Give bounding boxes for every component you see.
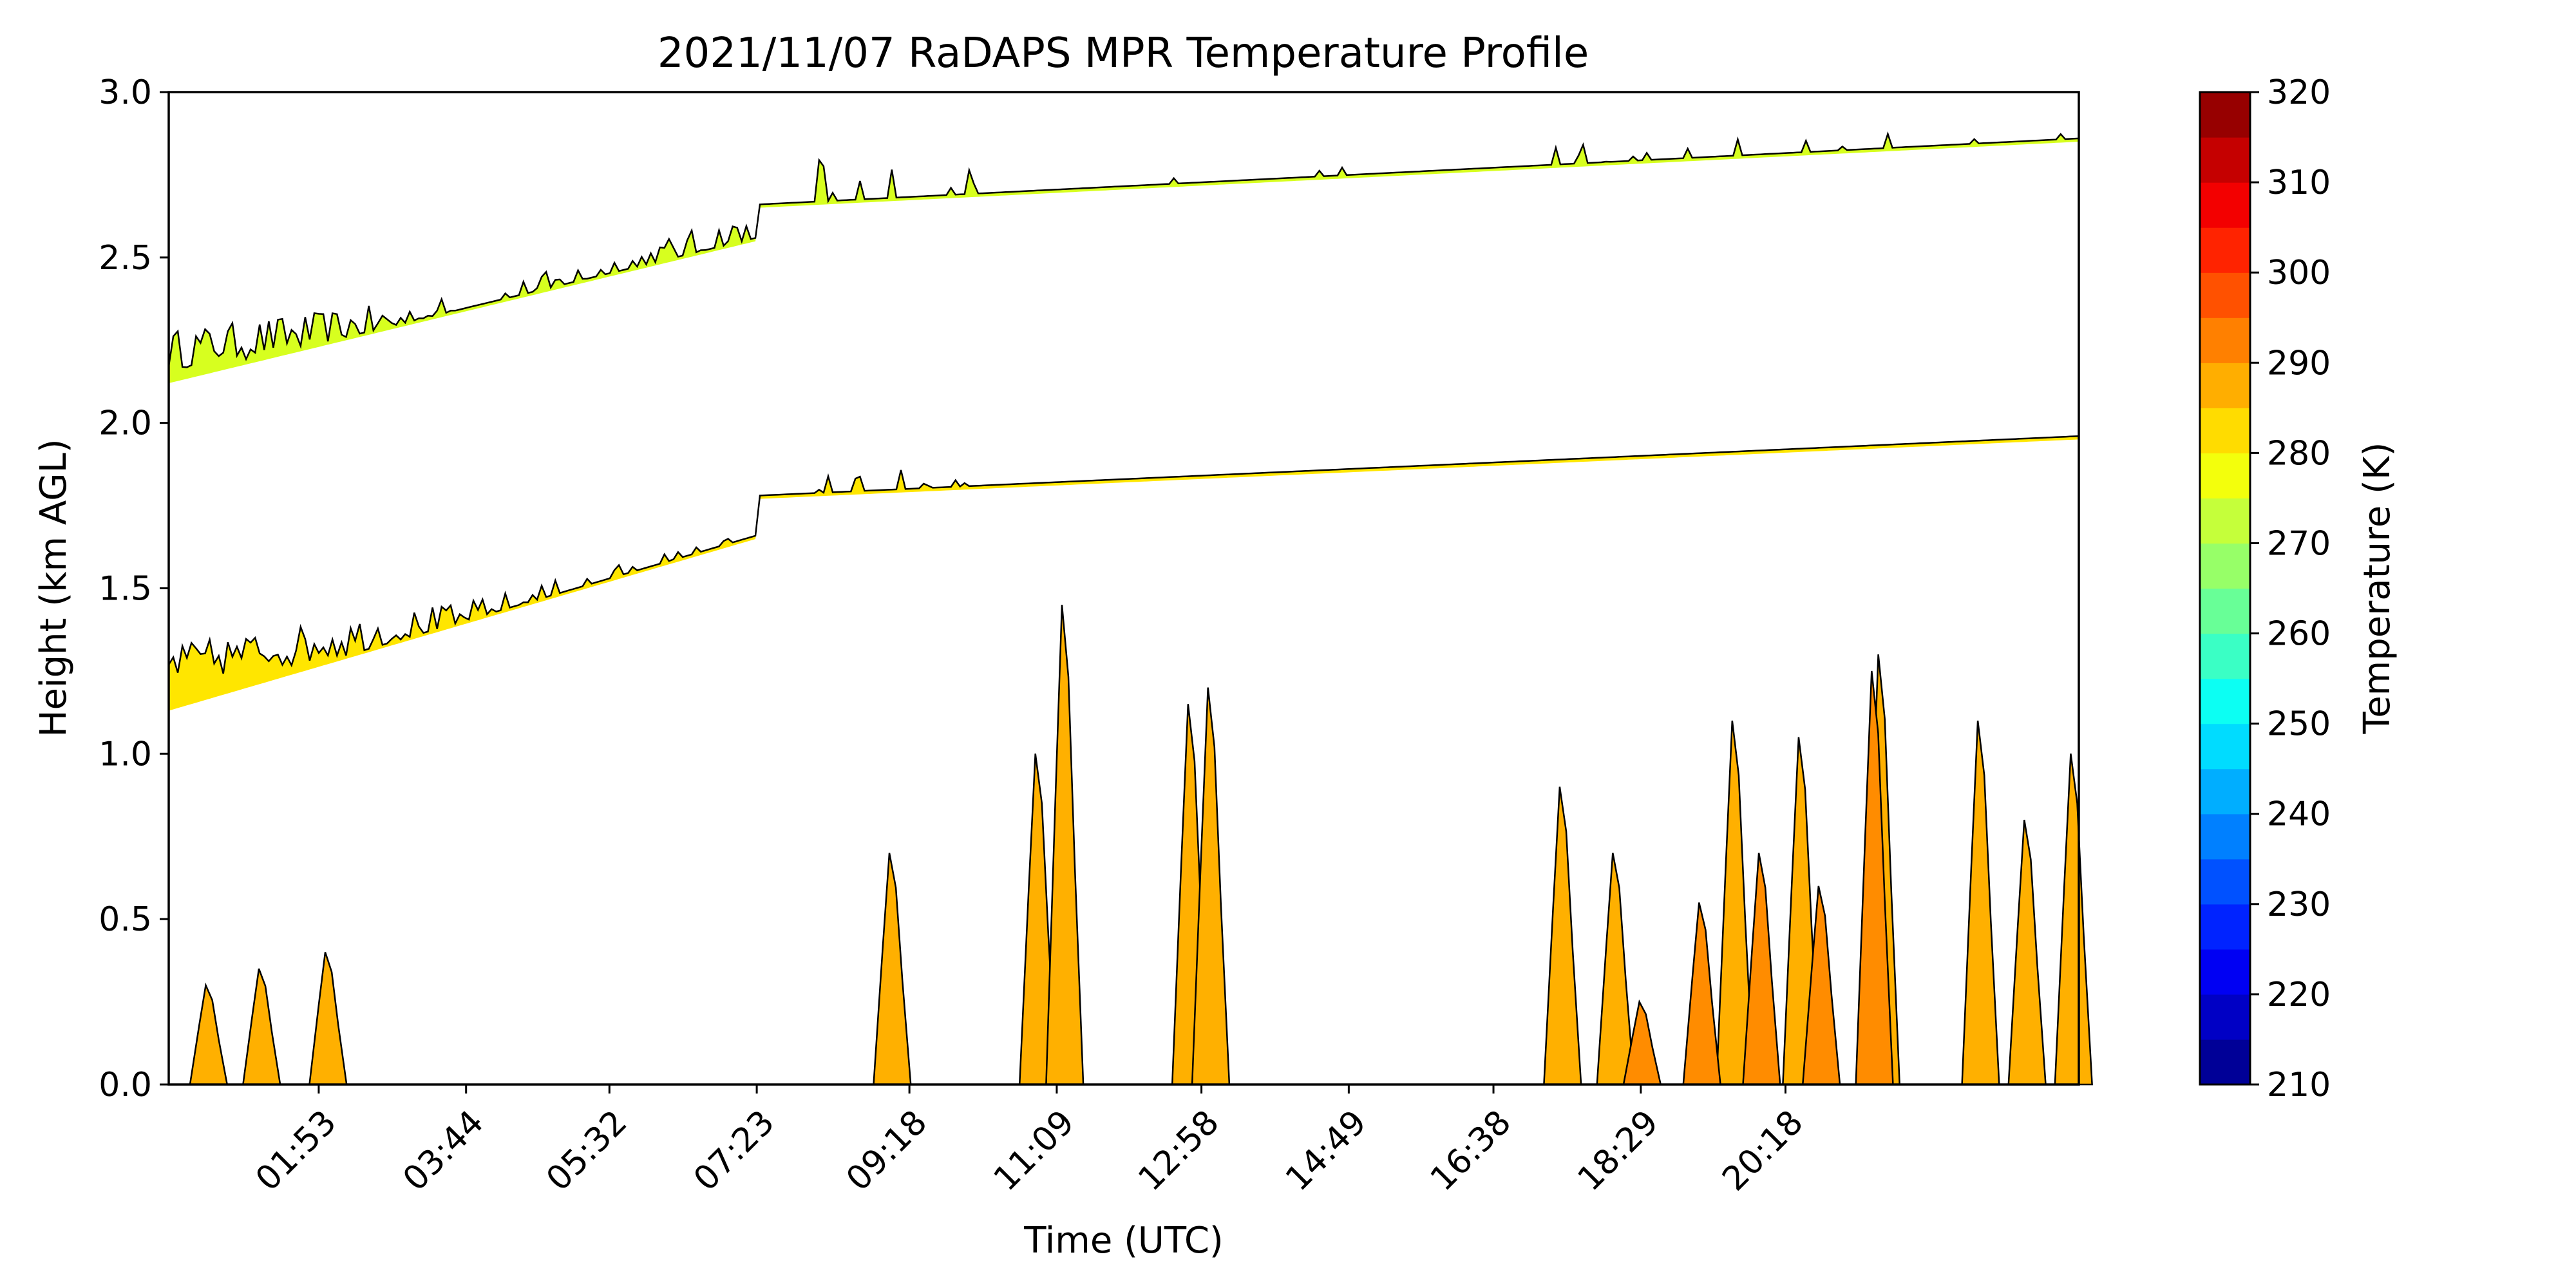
colorbar-tick-label: 260 — [2267, 615, 2331, 654]
colorbar-level — [2200, 588, 2250, 634]
colorbar-tick-label: 280 — [2267, 434, 2331, 473]
y-tick-label: 2.5 — [99, 239, 152, 278]
colorbar-tick-label: 250 — [2267, 705, 2331, 744]
colorbar-level — [2200, 182, 2250, 228]
colorbar-level — [2200, 678, 2250, 724]
y-tick-label: 1.5 — [99, 570, 152, 609]
colorbar-level — [2200, 272, 2250, 318]
colorbar-tick-label: 270 — [2267, 524, 2331, 563]
colorbar-tick-label: 240 — [2267, 795, 2331, 834]
y-tick-label: 2.0 — [99, 404, 152, 443]
colorbar-level — [2200, 1039, 2250, 1085]
colorbar-tick-label: 290 — [2267, 344, 2331, 383]
colorbar-tick-label: 310 — [2267, 164, 2331, 202]
y-tick-label: 1.0 — [99, 735, 152, 773]
contour-line — [167, 435, 2079, 674]
colorbar-level — [2200, 949, 2250, 995]
colorbar-level — [2200, 92, 2250, 138]
temperature-peak — [2054, 753, 2093, 1086]
colorbar-level — [2200, 633, 2250, 679]
colorbar-tick-label: 300 — [2267, 254, 2331, 292]
y-tick-label: 3.0 — [99, 73, 152, 112]
colorbar: 210 220 230 240 250 260 270 280 290 300 310 320 — [2199, 73, 2331, 1104]
colorbar-tick-label: 320 — [2267, 73, 2331, 112]
colorbar-level — [2200, 453, 2250, 499]
contour-line — [167, 131, 2079, 368]
colorbar-level — [2200, 858, 2250, 905]
colorbar-level — [2200, 723, 2250, 770]
colorbar-tick-label: 210 — [2267, 1066, 2331, 1104]
y-axis-label: Height (km AGL) — [33, 439, 75, 737]
y-tick-label: 0.0 — [99, 1066, 152, 1104]
colorbar-level — [2200, 813, 2250, 860]
colorbar-level — [2200, 904, 2250, 950]
colorbar-level — [2200, 363, 2250, 408]
y-axis: 0.0 0.5 1.0 1.5 2.0 2.5 3.0 — [99, 73, 169, 1104]
colorbar-level — [2200, 994, 2250, 1040]
colorbar-level — [2200, 498, 2250, 544]
colorbar-tick-label: 230 — [2267, 886, 2331, 924]
x-axis-label: Time (UTC) — [1023, 1220, 1224, 1262]
colorbar-frame — [2199, 91, 2251, 1086]
colorbar-level — [2200, 137, 2250, 183]
colorbar-level — [2200, 227, 2250, 273]
colorbar-label: Temperature (K) — [2356, 442, 2398, 735]
chart-title: 2021/11/07 RaDAPS MPR Temperature Profil… — [658, 30, 1589, 77]
colorbar-level — [2200, 317, 2250, 363]
colorbar-tick-label: 220 — [2267, 976, 2331, 1014]
colorbar-level — [2200, 408, 2250, 453]
y-tick-label: 0.5 — [99, 900, 152, 939]
colorbar-level — [2200, 543, 2250, 589]
colorbar-level — [2200, 768, 2250, 815]
